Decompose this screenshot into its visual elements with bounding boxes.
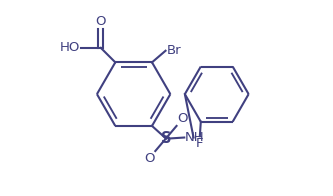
Text: NH: NH	[185, 131, 205, 144]
Text: F: F	[196, 137, 203, 150]
Text: HO: HO	[60, 41, 80, 54]
Text: O: O	[96, 15, 106, 28]
Text: O: O	[144, 152, 154, 165]
Text: Br: Br	[167, 44, 181, 57]
Text: S: S	[161, 131, 171, 146]
Text: O: O	[177, 112, 188, 125]
